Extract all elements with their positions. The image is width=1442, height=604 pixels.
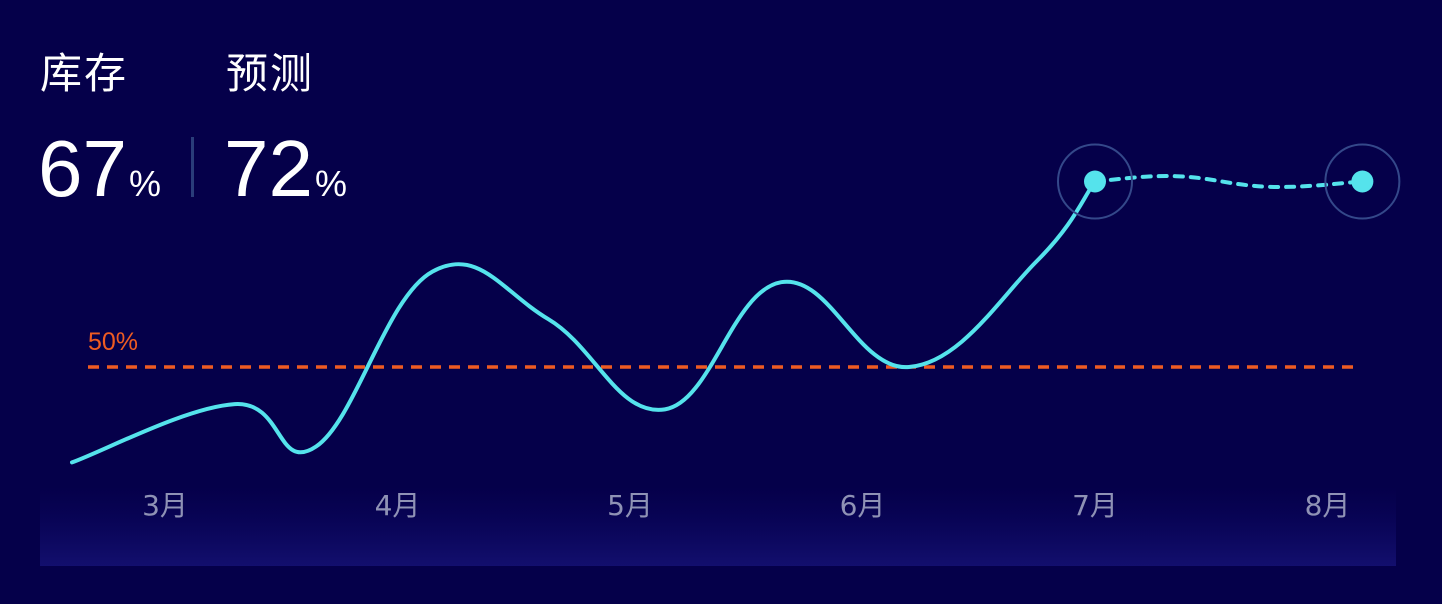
forecast-number: 72 (224, 124, 313, 213)
x-tick-label: 6月 (840, 489, 886, 522)
x-axis-band (40, 486, 1396, 566)
stat-divider (191, 137, 194, 197)
series-layer (70, 174, 1365, 465)
x-tick-label: 7月 (1072, 489, 1118, 522)
forecast-unit: % (314, 163, 347, 204)
forecast-label: 预测 (226, 49, 315, 98)
inventory-unit: % (128, 163, 161, 204)
x-tick-label: 3月 (142, 489, 188, 522)
data-point-marker[interactable] (1084, 170, 1106, 193)
forecast-value: 72% (224, 124, 347, 229)
inventory-label: 库存 (40, 49, 129, 98)
forecast-series-line (1093, 174, 1365, 189)
data-point-marker[interactable] (1351, 170, 1374, 193)
marker-ring (1057, 143, 1133, 220)
marker-layer (1057, 143, 1401, 220)
x-axis-ticks: 3月 4月 5月 6月 7月 8月 (142, 489, 1350, 522)
x-tick-label: 5月 (607, 489, 653, 522)
inventory-number: 67 (38, 124, 127, 213)
threshold-label: 50% (88, 328, 138, 356)
marker-ring (1324, 143, 1401, 220)
x-tick-label: 4月 (375, 489, 421, 522)
inventory-value: 67% (38, 124, 161, 229)
inventory-series-line (70, 179, 1097, 465)
x-tick-label: 8月 (1305, 489, 1351, 522)
